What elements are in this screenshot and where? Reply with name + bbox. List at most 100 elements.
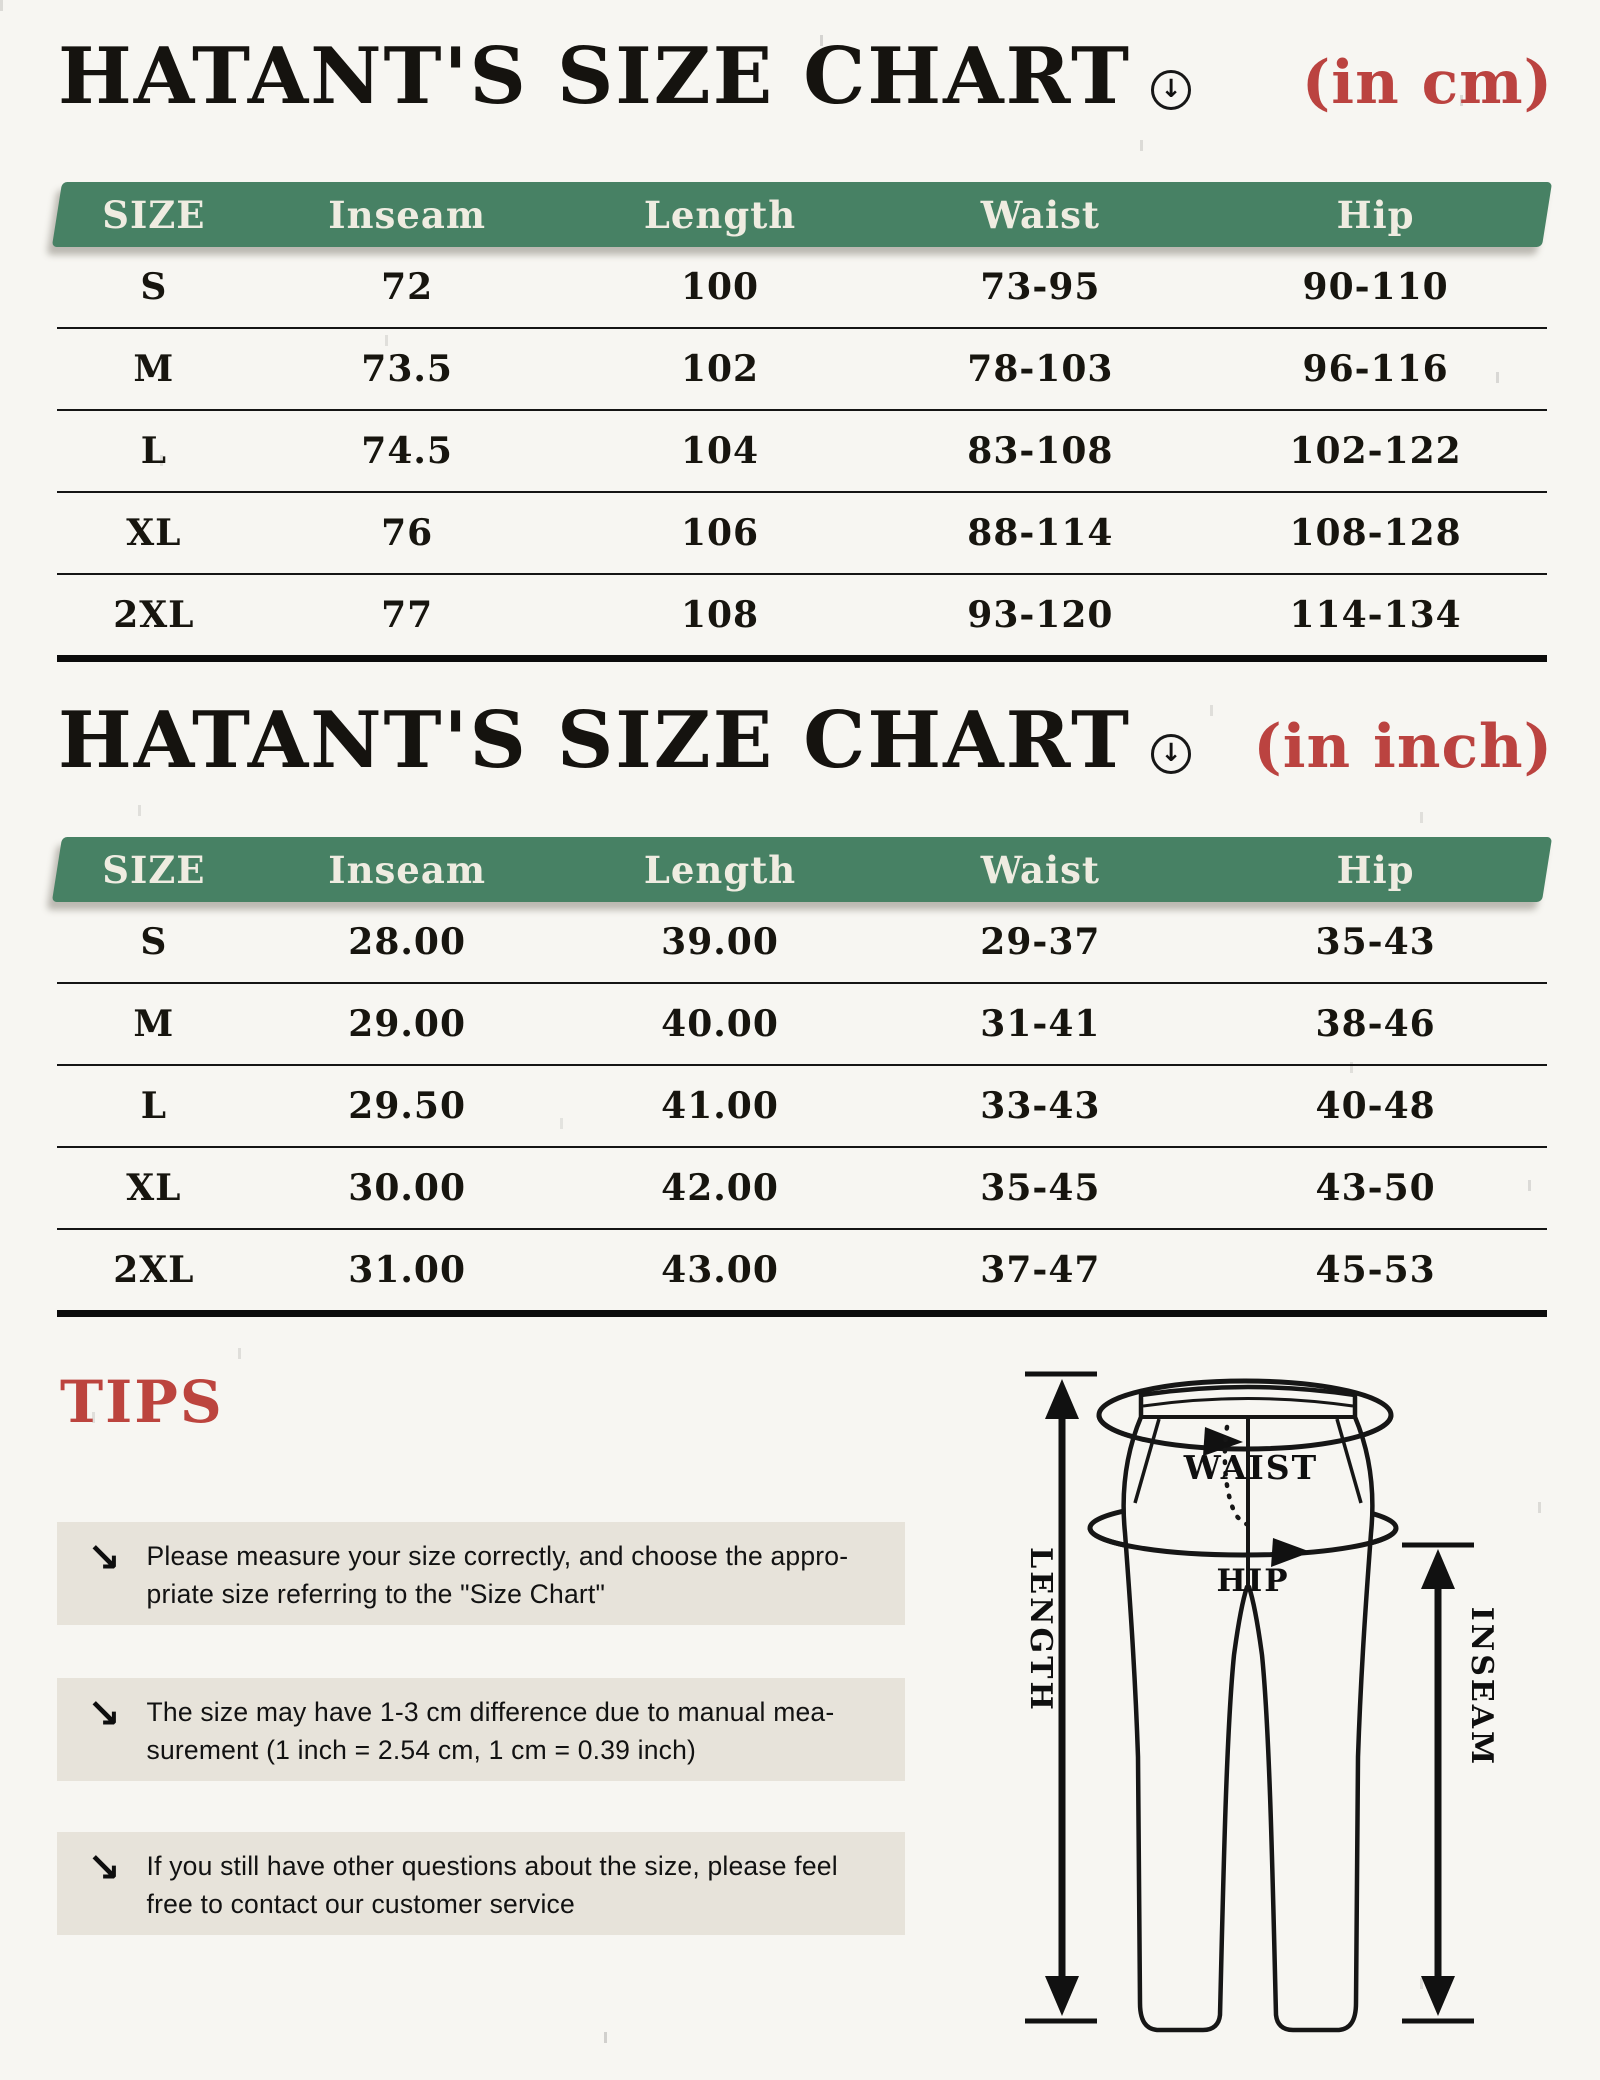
tip-arrow-icon: ↘ [87, 1845, 121, 1891]
cell-hip: 102-122 [1289, 430, 1462, 472]
waist-label: WAIST [1183, 1448, 1318, 1487]
cell-size: 2XL [113, 594, 195, 636]
cell-length: 102 [680, 348, 760, 390]
column-header: Hip [1336, 847, 1415, 892]
cell-size: L [140, 430, 167, 472]
inseam-label: INSEAM [1464, 1607, 1499, 1767]
cell-waist: 93-120 [967, 594, 1114, 636]
cell-inseam: 28.00 [348, 921, 466, 963]
cell-length: 106 [680, 512, 760, 554]
cell-length: 43.00 [661, 1249, 779, 1291]
cell-length: 39.00 [661, 921, 779, 963]
tip-item: ↘ The size may have 1-3 cm difference du… [57, 1678, 905, 1782]
cell-size: L [140, 1085, 167, 1127]
cell-size: 2XL [113, 1249, 195, 1291]
inch-title-row: HATANT'S SIZE CHART ↓ (in inch) [58, 694, 1553, 788]
pants-outline [1121, 1384, 1375, 2033]
tip-item: ↘ If you still have other questions abou… [57, 1832, 905, 1936]
cell-inseam: 31.00 [348, 1249, 466, 1291]
cell-inseam: 30.00 [348, 1167, 466, 1209]
column-header: Waist [980, 847, 1101, 892]
length-label: LENGTH [1023, 1547, 1058, 1713]
cell-hip: 96-116 [1302, 348, 1449, 390]
cell-waist: 73-95 [980, 266, 1101, 308]
cell-inseam: 77 [381, 594, 434, 636]
cell-hip: 108-128 [1289, 512, 1462, 554]
page-title: HATANT'S SIZE CHART [58, 695, 1132, 786]
down-arrow-glyph: ↓ [1160, 738, 1182, 768]
cell-inseam: 74.5 [361, 430, 453, 472]
size-table-cm: SIZE Inseam Length Waist Hip S 72 100 73… [57, 182, 1547, 662]
pants-measurement-diagram: WAIST HIP LENGTH INSEAM [975, 1335, 1585, 2080]
circled-down-arrow-icon: ↓ [1151, 69, 1192, 110]
tip-item: ↘ Please measure your size correctly, an… [57, 1522, 905, 1626]
table-row: XL 30.00 42.00 35-45 43-50 [57, 1148, 1547, 1230]
table-row: L 74.5 104 83-108 102-122 [57, 411, 1547, 493]
cell-waist: 78-103 [967, 348, 1114, 390]
column-header: Length [643, 847, 797, 892]
tip-arrow-icon: ↘ [87, 1691, 121, 1737]
column-header: SIZE [102, 192, 206, 237]
hip-label: HIP [1216, 1563, 1289, 1599]
cell-inseam: 29.00 [348, 1003, 466, 1045]
cell-hip: 40-48 [1315, 1085, 1436, 1127]
column-header: Waist [980, 192, 1101, 237]
cell-inseam: 29.50 [348, 1085, 466, 1127]
cell-inseam: 72 [381, 266, 434, 308]
cell-size: M [133, 1003, 175, 1045]
cell-hip: 43-50 [1315, 1167, 1436, 1209]
unit-label-inch: (in inch) [1253, 711, 1553, 782]
cell-length: 42.00 [661, 1167, 779, 1209]
table-header-inch: SIZE Inseam Length Waist Hip [57, 837, 1547, 902]
size-table-inch: SIZE Inseam Length Waist Hip S 28.00 39.… [57, 837, 1547, 1317]
cell-waist: 29-37 [980, 921, 1101, 963]
tip-arrow-icon: ↘ [87, 1535, 121, 1581]
cell-inseam: 73.5 [361, 348, 453, 390]
waist-to-hip-dotted-line [1222, 1424, 1259, 1530]
cell-hip: 90-110 [1302, 266, 1449, 308]
cell-size: S [140, 921, 168, 963]
cell-waist: 31-41 [980, 1003, 1101, 1045]
table-row: L 29.50 41.00 33-43 40-48 [57, 1066, 1547, 1148]
waistband-inner-line [1142, 1397, 1354, 1408]
cell-inseam: 76 [381, 512, 434, 554]
hip-front-arc [1087, 1527, 1399, 1558]
cell-length: 40.00 [661, 1003, 779, 1045]
down-arrow-glyph: ↓ [1160, 74, 1182, 104]
cell-length: 104 [680, 430, 760, 472]
left-pocket-seam [1133, 1418, 1161, 1504]
table-row: M 29.00 40.00 31-41 38-46 [57, 984, 1547, 1066]
cell-length: 41.00 [661, 1085, 779, 1127]
circled-down-arrow-icon: ↓ [1151, 733, 1192, 774]
waist-front-arc [1096, 1414, 1394, 1452]
cell-size: XL [126, 1167, 182, 1209]
page-title: HATANT'S SIZE CHART [58, 31, 1132, 122]
cell-waist: 35-45 [980, 1167, 1101, 1209]
cell-waist: 88-114 [967, 512, 1114, 554]
tip-text: If you still have other questions about … [146, 1851, 838, 1919]
right-pocket-seam [1335, 1418, 1363, 1504]
cell-hip: 45-53 [1315, 1249, 1436, 1291]
table-row: M 73.5 102 78-103 96-116 [57, 329, 1547, 411]
column-header: Length [643, 192, 797, 237]
scan-noise [0, 0, 3, 11]
tip-text: The size may have 1-3 cm difference due … [146, 1697, 835, 1765]
cell-size: XL [126, 512, 182, 554]
unit-label-cm: (in cm) [1301, 47, 1553, 118]
hip-arrowhead [1271, 1538, 1311, 1567]
tip-text: Please measure your size correctly, and … [146, 1541, 849, 1609]
inseam-arrow [1402, 1542, 1474, 2024]
cell-hip: 38-46 [1315, 1003, 1436, 1045]
table-row: S 72 100 73-95 90-110 [57, 247, 1547, 329]
cm-title-row: HATANT'S SIZE CHART ↓ (in cm) [58, 30, 1553, 124]
table-row: S 28.00 39.00 29-37 35-43 [57, 902, 1547, 984]
cell-hip: 35-43 [1315, 921, 1436, 963]
column-header: Inseam [328, 192, 486, 237]
cell-waist: 33-43 [980, 1085, 1101, 1127]
inch-title-group: HATANT'S SIZE CHART ↓ [58, 694, 1192, 788]
cell-length: 100 [680, 266, 760, 308]
table-row: 2XL 77 108 93-120 114-134 [57, 575, 1547, 662]
cell-waist: 83-108 [967, 430, 1114, 472]
tips-heading: TIPS [60, 1368, 224, 1436]
